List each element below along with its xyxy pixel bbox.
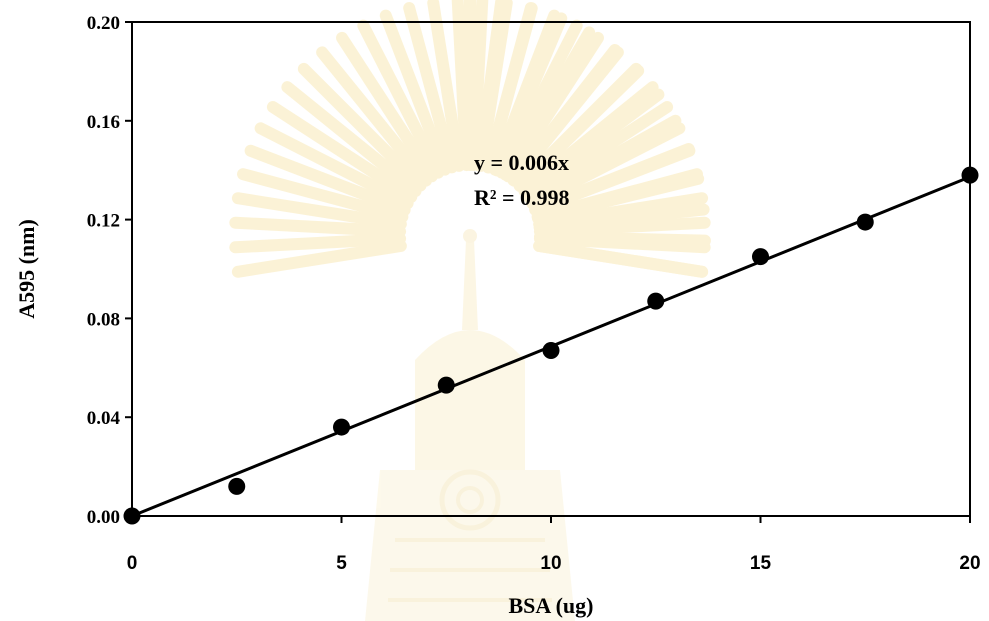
x-tick-label: 5 bbox=[336, 553, 347, 574]
emblem-ray bbox=[482, 2, 537, 174]
emblem-ray bbox=[474, 0, 513, 172]
emblem-ray bbox=[533, 192, 709, 231]
y-tick-label: 0.04 bbox=[87, 408, 121, 429]
y-tick-label: 0.08 bbox=[87, 309, 120, 330]
data-point bbox=[752, 248, 769, 266]
data-point bbox=[647, 292, 665, 310]
emblem-ray bbox=[522, 101, 674, 203]
emblem-ray bbox=[231, 192, 407, 231]
emblem-rays bbox=[229, 0, 711, 278]
data-point bbox=[333, 418, 350, 436]
emblem-ray bbox=[502, 31, 604, 183]
emblem-ray bbox=[514, 64, 645, 193]
y-tick-label: 0.16 bbox=[87, 112, 120, 133]
y-axis: 0.00 0.04 0.08 0.12 0.16 0.20 bbox=[87, 13, 132, 528]
emblem-ray bbox=[499, 26, 596, 181]
emblem-ray bbox=[244, 144, 411, 216]
emblem-ray bbox=[467, 0, 489, 172]
emblem-ray bbox=[508, 46, 624, 187]
emblem-ray bbox=[231, 239, 407, 278]
emblem-ray bbox=[281, 81, 422, 197]
x-tick-label: 0 bbox=[127, 553, 138, 574]
data-point bbox=[856, 213, 874, 231]
x-tick-label: 15 bbox=[750, 553, 772, 574]
emblem-ray bbox=[229, 216, 407, 238]
emblem-ray bbox=[473, 0, 508, 172]
emblem-ray bbox=[254, 122, 414, 210]
emblem-ray bbox=[403, 2, 458, 174]
emblem-ray bbox=[336, 31, 438, 183]
emblem-ray bbox=[451, 0, 473, 172]
r-squared-label: R² = 0.998 bbox=[474, 185, 570, 210]
emblem-ray bbox=[533, 230, 711, 247]
emblem-ray bbox=[531, 172, 705, 225]
x-tick-label: 20 bbox=[959, 553, 980, 574]
emblem-ray bbox=[533, 239, 709, 278]
y-tick-label: 0.20 bbox=[87, 13, 120, 34]
emblem-ray bbox=[357, 19, 445, 179]
emblem-ray bbox=[533, 239, 709, 278]
data-point bbox=[123, 507, 141, 525]
emblem-ray bbox=[229, 232, 407, 254]
emblem-ray bbox=[297, 62, 427, 192]
x-tick-label: 10 bbox=[540, 553, 561, 574]
y-axis-title: A595 (nm) bbox=[14, 219, 39, 319]
emblem-ray bbox=[379, 9, 451, 176]
emblem-ray bbox=[489, 9, 561, 176]
emblem-ray bbox=[533, 232, 711, 254]
emblem-ray bbox=[525, 114, 682, 207]
data-point bbox=[228, 477, 246, 495]
emblem-ray bbox=[533, 216, 711, 238]
trendline-equation: y = 0.006x bbox=[474, 150, 569, 175]
emblem-ray bbox=[526, 122, 686, 210]
x-axis-title: BSA (ug) bbox=[509, 593, 594, 618]
y-tick-label: 0.00 bbox=[87, 507, 120, 528]
emblem-ray bbox=[520, 88, 665, 200]
emblem-ray bbox=[513, 62, 643, 192]
emblem-ray bbox=[495, 19, 583, 179]
emblem-ray bbox=[518, 81, 659, 197]
data-point bbox=[542, 342, 560, 360]
data-point bbox=[961, 166, 979, 184]
data-points bbox=[123, 166, 979, 525]
emblem-ray bbox=[237, 168, 409, 223]
watermark-emblem bbox=[229, 0, 711, 621]
data-point bbox=[437, 376, 455, 394]
emblem-ray bbox=[491, 12, 568, 177]
emblem-ray bbox=[507, 44, 621, 186]
emblem-ray bbox=[427, 0, 466, 172]
emblem-ray bbox=[266, 101, 418, 203]
emblem-ray bbox=[529, 143, 695, 216]
emblem-ray bbox=[529, 144, 696, 216]
emblem-ray bbox=[531, 168, 703, 223]
y-tick-label: 0.12 bbox=[87, 211, 120, 232]
emblem-ray bbox=[533, 203, 710, 234]
emblem-ray bbox=[316, 46, 432, 187]
emblem-ray bbox=[482, 2, 538, 174]
